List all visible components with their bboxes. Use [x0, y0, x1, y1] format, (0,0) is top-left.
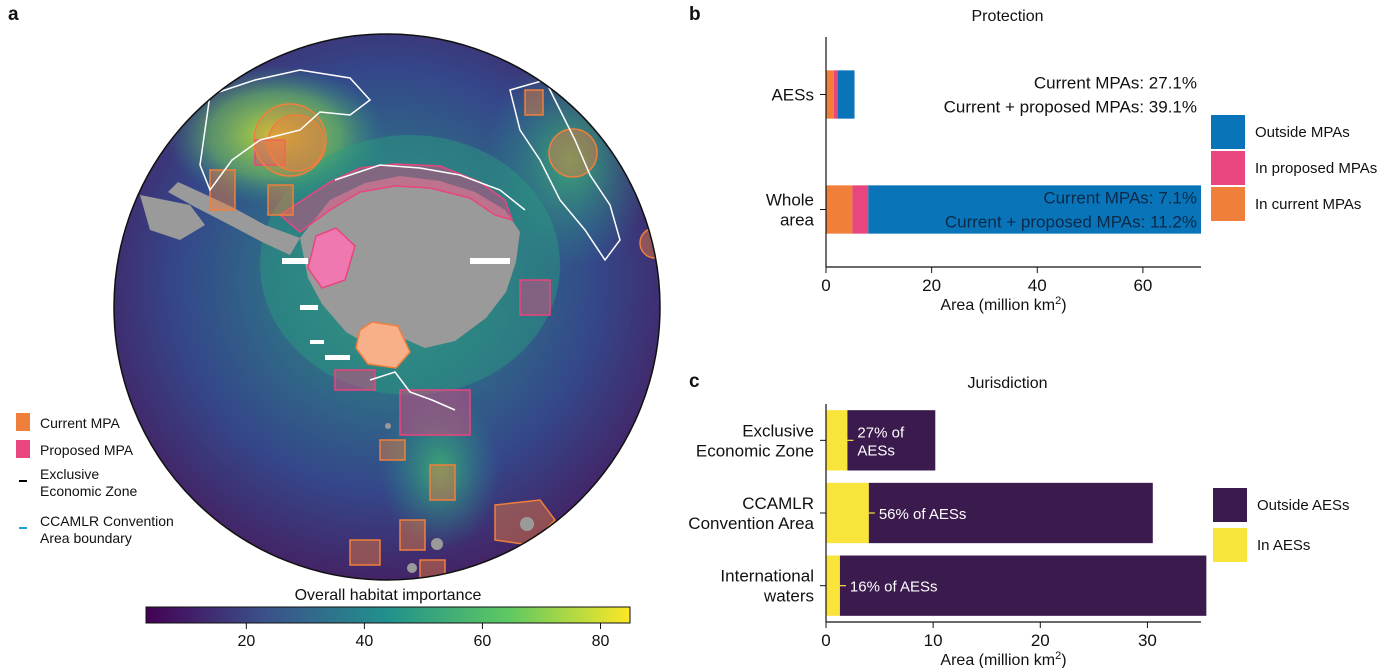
colorbar-ticks: 20 40 60 80 [237, 623, 609, 650]
category-label: International [720, 567, 814, 586]
bar-segment [839, 555, 1207, 616]
x-tick-label: 20 [922, 276, 941, 295]
antarctic-peninsula [168, 182, 300, 255]
legend-label: In proposed MPAs [1255, 160, 1377, 177]
chart-title: Jurisdiction [967, 375, 1047, 392]
bar-segment [868, 185, 1201, 234]
category-label: AESs [771, 86, 814, 105]
bar-segment [852, 185, 869, 234]
category-label: area [780, 211, 815, 230]
x-axis-label: Area (million km2) [940, 650, 1066, 668]
colorbar-title: Overall habitat importance [294, 587, 482, 604]
map-legend-label: Current MPA [40, 415, 120, 432]
eez-outlines [199, 69, 621, 411]
colorbar-tick-label: 80 [592, 633, 610, 650]
map-legend-label-line: Exclusive [40, 466, 100, 482]
x-axis-label: Area (million km2) [940, 295, 1066, 314]
map-legend-label-line: Current MPA [40, 415, 120, 431]
map-legend-label-line: Area boundary [40, 530, 132, 546]
bar-annotation: Current + proposed MPAs: 39.1% [944, 98, 1197, 117]
legend-swatch [1213, 528, 1247, 562]
category-label: waters [763, 587, 814, 606]
sub-antarctic-islands [385, 423, 534, 573]
bar-annotation: 16% of AESs [850, 579, 938, 596]
panel-label-a: a [8, 4, 19, 25]
category-label: Exclusive [742, 421, 814, 440]
map-legend-swatch [19, 480, 27, 482]
bar-annotation: Current MPAs: 7.1% [1043, 189, 1197, 208]
ice-shelf-weddell [307, 227, 356, 289]
bar-segment [837, 70, 855, 119]
bar-segment [826, 482, 869, 544]
map-legend-label: Proposed MPA [40, 442, 133, 459]
bar-annotation: 56% of AESs [879, 506, 967, 523]
legend-label: Outside AESs [1257, 497, 1350, 514]
x-axis-label-text: Area (million km [940, 297, 1055, 314]
panel-label-c: c [689, 371, 700, 392]
bar-segment [826, 70, 834, 119]
colorbar-tick-label: 60 [474, 633, 492, 650]
map-legend-swatch [16, 440, 30, 458]
colorbar-tick-label: 40 [355, 633, 373, 650]
x-axis-label-superscript: 2 [1055, 650, 1061, 662]
x-tick-label: 0 [821, 631, 830, 650]
bar-segment [826, 555, 840, 616]
legend-label: Outside MPAs [1255, 124, 1350, 141]
legend-swatch [1211, 187, 1245, 221]
map-legend-label-line: Proposed MPA [40, 442, 134, 458]
category-label: CCAMLR [742, 494, 814, 513]
x-axis-label-text: ) [1061, 297, 1066, 314]
x-axis-label-text: ) [1061, 652, 1066, 668]
category-label: Convention Area [688, 514, 814, 533]
x-tick-label: 10 [924, 631, 943, 650]
x-tick-label: 20 [1031, 631, 1050, 650]
x-tick-label: 30 [1138, 631, 1157, 650]
legend-swatch [1213, 488, 1247, 522]
map-legend-swatch [19, 527, 27, 529]
bar-segment [826, 185, 853, 234]
antarctic-map [113, 33, 661, 581]
legend-swatch [1211, 115, 1245, 149]
bar-annotation: 27% of [857, 424, 905, 441]
bar-segment [833, 70, 838, 119]
antarctica-landmass [300, 176, 520, 348]
bar-segment [826, 410, 848, 471]
bar-annotation: Current + proposed MPAs: 11.2% [945, 213, 1197, 232]
ice-shelf-ross [355, 321, 411, 369]
map-legend-label: Exclusive Economic Zone [40, 466, 137, 500]
map-legend-label: CCAMLR Convention Area boundary [40, 513, 174, 547]
x-tick-label: 60 [1133, 276, 1152, 295]
globe-outline [113, 33, 661, 581]
colorbar-ramp [145, 606, 631, 624]
chart-title: Protection [971, 8, 1043, 25]
bar-annotation: AESs [857, 442, 895, 459]
proposed-mpa-shapes [254, 139, 551, 436]
x-tick-label: 40 [1028, 276, 1047, 295]
legend-swatch [1211, 151, 1245, 185]
bar-segment [847, 410, 936, 471]
map-legend-label-line: Economic Zone [40, 483, 138, 499]
bar-annotation: Current MPAs: 27.1% [1034, 74, 1197, 93]
colorbar-tick-label: 20 [237, 633, 255, 650]
bar-segment [868, 482, 1153, 544]
x-axis-label-superscript: 2 [1055, 295, 1061, 307]
x-axis-label-text: Area (million km [940, 652, 1055, 668]
map-legend-label-line: CCAMLR Convention [40, 513, 174, 529]
south-america-tip [140, 195, 205, 240]
ice-edge [282, 258, 510, 360]
category-label: Economic Zone [696, 441, 814, 460]
legend-label: In AESs [1257, 537, 1310, 554]
chart-protection: Protection AESs Current MPAs: 27.1% Current… [766, 8, 1377, 314]
category-label: Whole [766, 191, 814, 210]
map-legend-swatch [16, 413, 30, 431]
legend-label: In current MPAs [1255, 196, 1361, 213]
panel-label-b: b [689, 4, 701, 25]
x-tick-label: 0 [821, 276, 830, 295]
colorbar: 20 40 60 80 [145, 606, 631, 650]
